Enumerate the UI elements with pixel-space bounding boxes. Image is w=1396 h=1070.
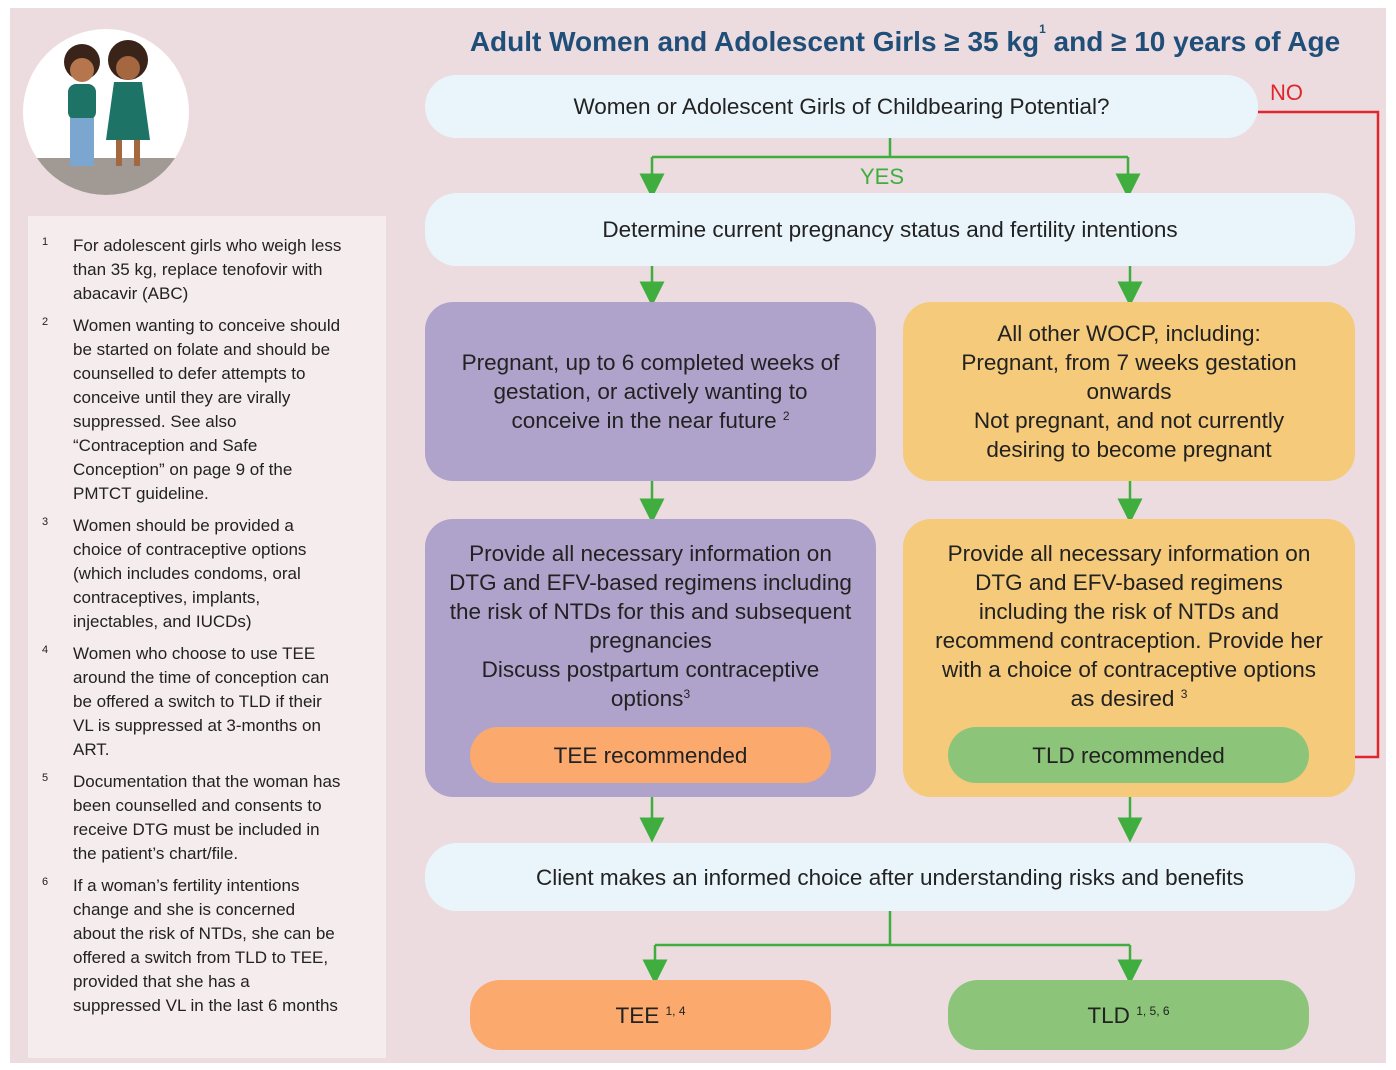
tee-recommended: TEE recommended xyxy=(470,727,831,783)
footnote-marker: 6 xyxy=(42,870,48,894)
outcome-tld: TLD 1, 5, 6 xyxy=(948,980,1309,1050)
footnote-marker: 2 xyxy=(42,310,48,334)
pregnant-box: Pregnant, up to 6 completed weeks of ges… xyxy=(425,302,876,481)
illustration xyxy=(20,29,200,198)
sup: 3 xyxy=(683,687,690,701)
footnote-text: Women who choose to use TEE around the t… xyxy=(73,642,342,762)
text: TEE xyxy=(615,1001,659,1030)
text: TLD xyxy=(1087,1001,1130,1030)
footnote-marker: 1 xyxy=(42,230,48,254)
footnote-text: Documentation that the woman has been co… xyxy=(73,770,342,866)
other-wocp-box: All other WOCP, including:Pregnant, from… xyxy=(903,302,1355,481)
determine-box: Determine current pregnancy status and f… xyxy=(425,193,1355,266)
outcome-tee: TEE 1, 4 xyxy=(470,980,831,1050)
tld-recommended: TLD recommended xyxy=(948,727,1309,783)
no-label: NO xyxy=(1270,80,1303,106)
box-text: Pregnant, up to 6 completed weeks of ges… xyxy=(455,348,846,435)
box-text: All other WOCP, including:Pregnant, from… xyxy=(943,319,1315,464)
title: Adult Women and Adolescent Girls ≥ 35 kg… xyxy=(425,26,1385,58)
title-text: and ≥ 10 years of Age xyxy=(1046,26,1340,57)
footnote-text: Women wanting to conceive should be star… xyxy=(73,314,342,506)
line: Provide all necessary information on DTG… xyxy=(443,539,858,655)
sup: 3 xyxy=(1181,687,1188,701)
box-text: Provide all necessary information on DTG… xyxy=(931,539,1327,713)
line: Not pregnant, and not currently desiring… xyxy=(943,406,1315,464)
footnote-marker: 4 xyxy=(42,638,48,662)
line: Pregnant, from 7 weeks gestation onwards xyxy=(943,348,1315,406)
footnote-marker: 5 xyxy=(42,766,48,790)
text: Discuss postpartum contraceptive options xyxy=(482,657,820,711)
question-box: Women or Adolescent Girls of Childbearin… xyxy=(425,75,1258,138)
footnote-text: If a woman’s fertility intentions change… xyxy=(73,874,342,1018)
sup: 2 xyxy=(783,409,790,423)
sup: 1, 4 xyxy=(666,997,686,1026)
footnote-text: For adolescent girls who weigh less than… xyxy=(73,234,342,306)
box-text: Provide all necessary information on DTG… xyxy=(443,539,858,713)
title-text: Adult Women and Adolescent Girls ≥ 35 kg xyxy=(470,26,1039,57)
line: Discuss postpartum contraceptive options… xyxy=(443,655,858,713)
yes-label: YES xyxy=(860,164,904,190)
footnote-marker: 3 xyxy=(42,510,48,534)
client-choice-box: Client makes an informed choice after un… xyxy=(425,843,1355,911)
sup: 1, 5, 6 xyxy=(1136,997,1169,1026)
title-sup: 1 xyxy=(1039,22,1046,36)
text: Provide all necessary information on DTG… xyxy=(935,541,1323,711)
page: {"title": {"main": "Adult Women and Adol… xyxy=(0,0,1396,1070)
line: All other WOCP, including: xyxy=(943,319,1315,348)
footnote-text: Women should be provided a choice of con… xyxy=(73,514,342,634)
